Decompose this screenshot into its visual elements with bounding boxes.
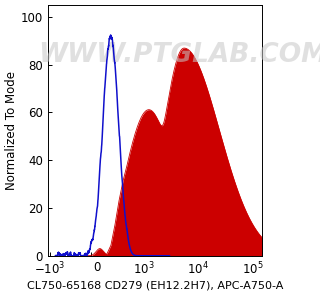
Y-axis label: Normalized To Mode: Normalized To Mode (5, 71, 18, 190)
Text: WWW.PTGLAB.COM: WWW.PTGLAB.COM (38, 42, 320, 68)
X-axis label: CL750-65168 CD279 (EH12.2H7), APC-A750-A: CL750-65168 CD279 (EH12.2H7), APC-A750-A (27, 280, 283, 290)
